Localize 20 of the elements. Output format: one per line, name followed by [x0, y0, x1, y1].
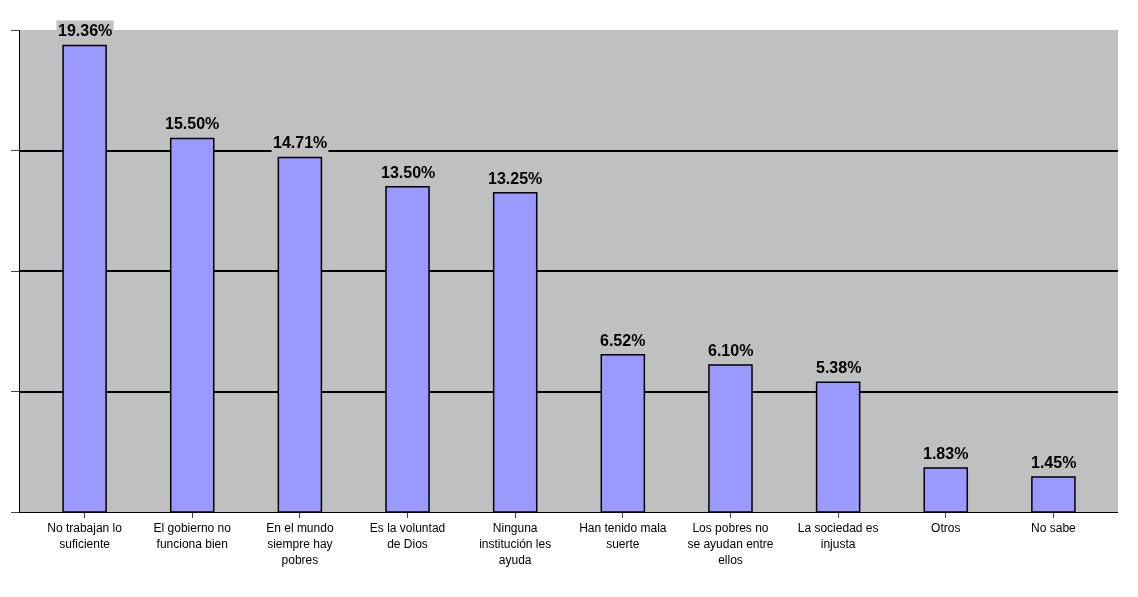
x-tick-label: Otros: [931, 521, 961, 536]
x-tick-label: Han tenido mala suerte: [579, 521, 667, 551]
data-label: 5.38%: [816, 359, 862, 376]
x-tick-label: No sabe: [1031, 521, 1077, 536]
data-label: 13.50%: [381, 164, 436, 181]
data-label: 1.83%: [923, 445, 969, 462]
x-tick-label: En el mundo siempre hay pobres: [266, 521, 334, 567]
data-label: 13.25%: [488, 170, 543, 187]
x-tick-label: No trabajan lo suficiente: [47, 521, 123, 551]
x-tick-label: Ninguna institución les ayuda: [479, 521, 552, 567]
data-label: 6.10%: [708, 342, 754, 359]
x-tick-label: La sociedad es injusta: [797, 521, 879, 551]
x-tick-label: El gobierno no funciona bien: [153, 521, 232, 551]
data-label: 19.36%: [58, 22, 113, 39]
data-label: 14.71%: [273, 134, 328, 151]
data-label: 6.52%: [600, 332, 646, 349]
data-label: 1.45%: [1031, 454, 1077, 471]
data-label: 15.50%: [165, 115, 220, 132]
x-tick-label: Los pobres no se ayudan entre ellos: [687, 521, 774, 567]
x-tick-label: Es la voluntad de Dios: [369, 521, 446, 551]
